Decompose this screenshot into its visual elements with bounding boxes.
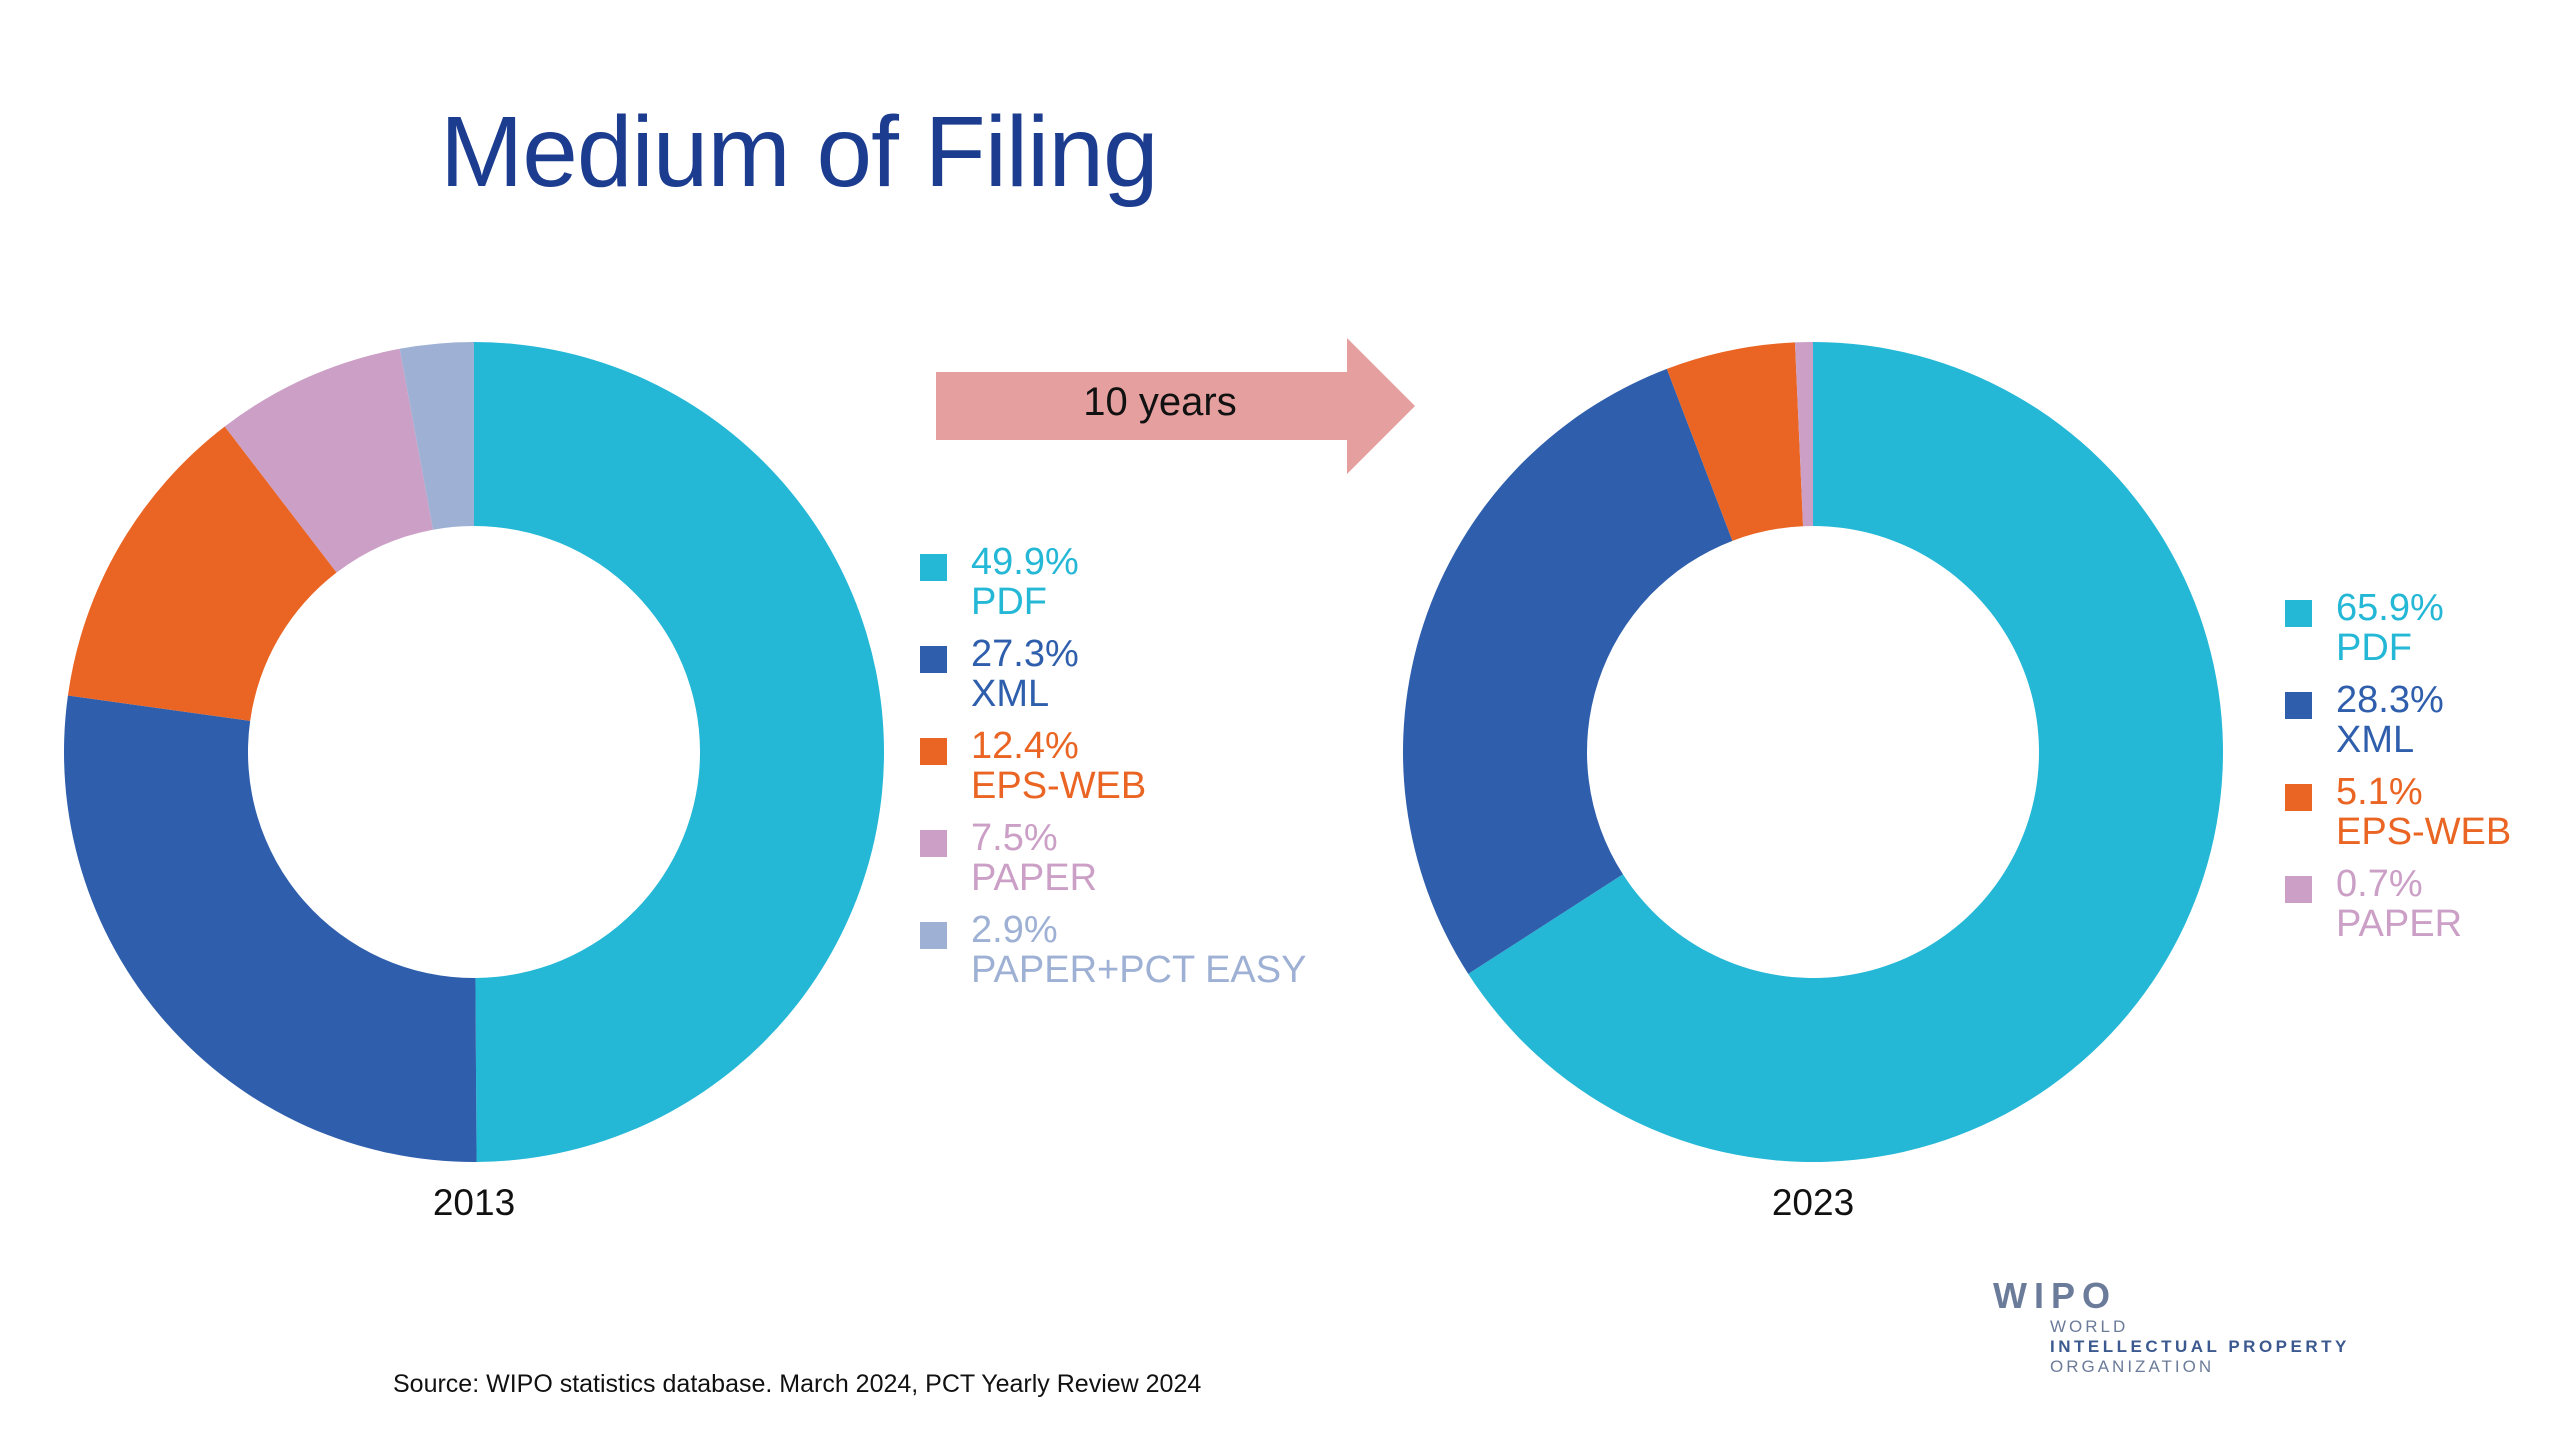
legend-swatch: [920, 738, 947, 765]
arrow-label: 10 years: [1083, 380, 1237, 424]
legend-percent: 0.7%: [2336, 863, 2423, 905]
ten-years-arrow: [936, 338, 1415, 474]
legend-series-name: PAPER: [971, 857, 1098, 899]
donut-chart-2013: [63, 342, 885, 1163]
wipo-logo-line1: WORLD: [2050, 1317, 2129, 1336]
year-label-2013: 2013: [432, 1182, 516, 1223]
donut-chart-2023: [1403, 342, 2224, 1162]
legend-text: 5.1% EPS-WEB: [2336, 772, 2511, 852]
legend-percent: 28.3%: [2336, 679, 2444, 721]
legend-text: 27.3% XML: [971, 634, 1079, 714]
legend-percent: 49.9%: [971, 541, 1079, 583]
legend-swatch: [2285, 600, 2312, 627]
source-note: Source: WIPO statistics database. March …: [393, 1370, 1202, 1398]
legend-text: 7.5% PAPER: [971, 818, 1097, 898]
slice-2013-eps-web: [67, 426, 337, 721]
legend-series-name: XML: [2336, 719, 2415, 761]
legend-text: 2.9% PAPER+PCT EASY: [971, 910, 1306, 990]
legend-swatch: [2285, 692, 2312, 719]
legend-percent: 5.1%: [2336, 771, 2423, 813]
legend-swatch: [2285, 784, 2312, 811]
legend-series-name: PDF: [971, 581, 1047, 623]
legend-percent: 65.9%: [2336, 587, 2444, 629]
legend-swatch: [920, 554, 947, 581]
legend-text: 49.9% PDF: [971, 542, 1079, 622]
slice-2013-paper: [224, 348, 434, 573]
legend-text: 12.4% EPS-WEB: [971, 726, 1146, 806]
legend-text: 65.9% PDF: [2336, 588, 2444, 668]
legend-series-name: PAPER: [2336, 903, 2463, 945]
wipo-logo-name: WIPO: [1993, 1275, 2117, 1316]
legend-swatch: [920, 922, 947, 949]
slide-title: Medium of Filing: [440, 96, 1159, 208]
legend-series-name: EPS-WEB: [971, 765, 1147, 807]
slice-2023-xml: [1403, 368, 1733, 974]
legend-series-name: EPS-WEB: [2336, 811, 2512, 853]
slice-2013-paper-pct-easy: [399, 342, 474, 530]
wipo-logo: WIPO WORLD INTELLECTUAL PROPERTY ORGANIZ…: [1990, 1275, 2350, 1377]
legend-swatch: [920, 830, 947, 857]
legend-series-name: PDF: [2336, 627, 2412, 669]
wipo-logo-line3: ORGANIZATION: [2050, 1357, 2215, 1376]
wipo-logo-line2: INTELLECTUAL PROPERTY: [2050, 1337, 2350, 1356]
legend-percent: 12.4%: [971, 725, 1079, 767]
slice-2023-pdf: [1468, 342, 2224, 1162]
legend-swatch: [920, 646, 947, 673]
legend-series-name: PAPER+PCT EASY: [971, 949, 1307, 991]
slice-2023-paper: [1794, 342, 1813, 527]
year-label-2023: 2023: [1771, 1182, 1855, 1223]
slice-2013-pdf: [474, 342, 885, 1162]
legend-text: 28.3% XML: [2336, 680, 2444, 760]
legend-series-name: XML: [971, 673, 1050, 715]
slice-2023-eps-web: [1666, 342, 1804, 541]
legend-swatch: [2285, 876, 2312, 903]
legend-percent: 7.5%: [971, 817, 1058, 859]
slice-2013-xml: [63, 695, 477, 1163]
legend-text: 0.7% PAPER: [2336, 864, 2462, 944]
legend-percent: 27.3%: [971, 633, 1079, 675]
legend-percent: 2.9%: [971, 909, 1058, 951]
